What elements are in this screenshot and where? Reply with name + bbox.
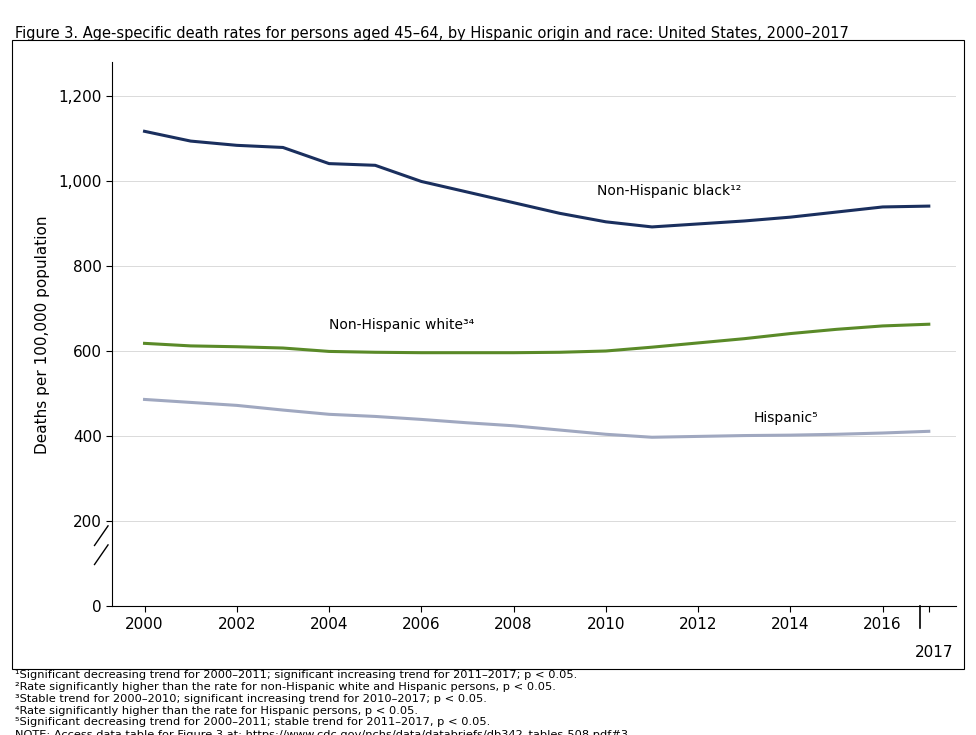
Text: ²Rate significantly higher than the rate for non-Hispanic white and Hispanic per: ²Rate significantly higher than the rate… (15, 682, 555, 692)
Text: ⁴Rate significantly higher than the rate for Hispanic persons, p < 0.05.: ⁴Rate significantly higher than the rate… (15, 706, 418, 716)
Text: Non-Hispanic black¹²: Non-Hispanic black¹² (596, 184, 741, 198)
Text: ⁵Significant decreasing trend for 2000–2011; stable trend for 2011–2017, p < 0.0: ⁵Significant decreasing trend for 2000–2… (15, 717, 490, 728)
Text: Non-Hispanic white³⁴: Non-Hispanic white³⁴ (329, 318, 474, 332)
Text: NOTE: Access data table for Figure 3 at: https://www.cdc.gov/nchs/data/databrief: NOTE: Access data table for Figure 3 at:… (15, 729, 631, 735)
Text: Hispanic⁵: Hispanic⁵ (753, 411, 818, 425)
Text: ¹Significant decreasing trend for 2000–2011; significant increasing trend for 20: ¹Significant decreasing trend for 2000–2… (15, 670, 577, 681)
Y-axis label: Deaths per 100,000 population: Deaths per 100,000 population (35, 215, 50, 453)
Text: ³Stable trend for 2000–2010; significant increasing trend for 2010–2017; p < 0.0: ³Stable trend for 2000–2010; significant… (15, 694, 486, 704)
Text: Figure 3. Age-specific death rates for persons aged 45–64, by Hispanic origin an: Figure 3. Age-specific death rates for p… (15, 26, 848, 40)
Text: 2017: 2017 (915, 645, 954, 660)
